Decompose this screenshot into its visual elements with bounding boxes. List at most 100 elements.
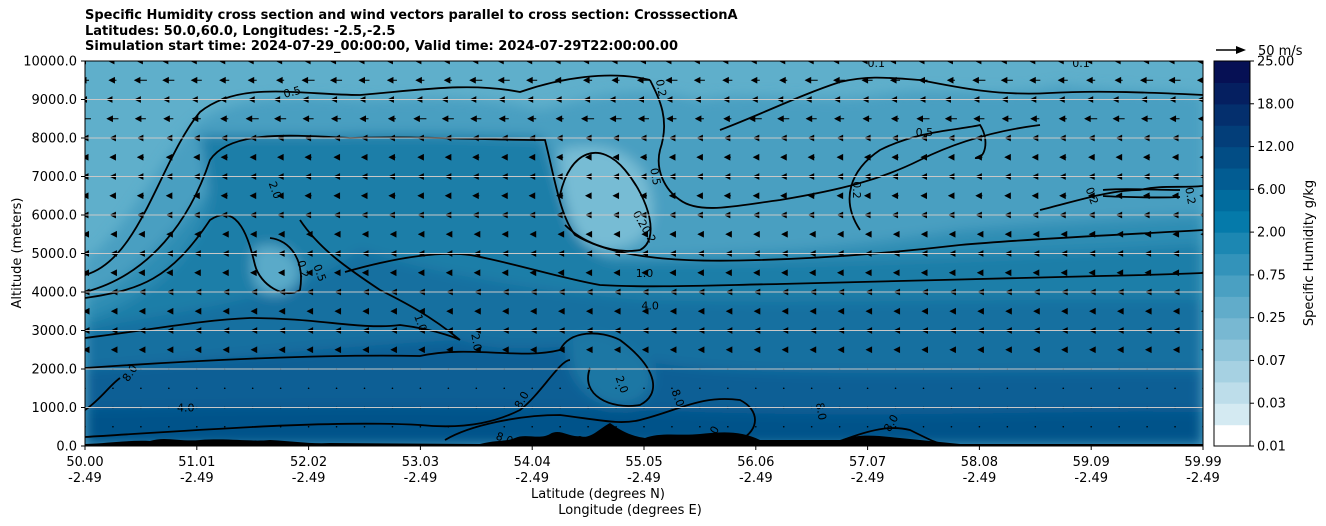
wind-vector: [138, 307, 146, 315]
wind-vector: [727, 387, 729, 390]
wind-vector: [807, 61, 816, 65]
x-tick-label-lat: 57.07: [849, 455, 886, 470]
wind-vector: [977, 346, 984, 354]
wind-vector: [301, 76, 315, 84]
wind-vector: [1061, 307, 1068, 315]
gridlines: [85, 99, 1203, 408]
wind-vector: [1005, 307, 1012, 315]
wind-vector: [976, 230, 984, 238]
wind-vector: [193, 153, 200, 161]
wind-vector: [699, 425, 701, 428]
wind-vector: [697, 307, 705, 315]
x-tick-label-lon: -2.49: [180, 471, 214, 486]
contour-label: 2.0: [266, 180, 284, 201]
wind-vector: [972, 76, 986, 84]
wind-vector: [275, 61, 285, 65]
colorbar-level: [1214, 296, 1250, 319]
wind-vector: [191, 115, 201, 123]
wind-vector: [920, 153, 927, 161]
wind-vector: [1172, 230, 1180, 238]
wind-vector: [526, 76, 538, 84]
wind-vector: [306, 346, 314, 354]
wind-vector: [1004, 192, 1011, 200]
wind-vector: [809, 230, 816, 238]
wind-vector: [1115, 192, 1123, 200]
wind-vector: [333, 269, 341, 277]
contour-line: [848, 123, 987, 231]
contour-label: 0.5: [916, 126, 934, 139]
wind-vector: [475, 425, 478, 428]
wind-vector: [278, 269, 285, 277]
wind-vector: [585, 153, 592, 161]
wind-vector: [418, 346, 425, 354]
contour-line: [344, 252, 1203, 288]
wind-vector: [559, 387, 561, 390]
y-tick-label: 4000.0: [32, 286, 78, 301]
wind-vector: [445, 230, 453, 238]
wind-vector: [837, 269, 844, 277]
wind-vector: [946, 76, 955, 84]
wind-vector: [502, 346, 509, 354]
contour-line: [85, 359, 571, 438]
wind-vector: [414, 61, 425, 65]
wind-vector: [306, 269, 313, 277]
wind-vector: [161, 61, 175, 65]
wind-vector: [1059, 153, 1067, 161]
x-tick-label-lat: 56.06: [737, 455, 774, 470]
wind-vector: [110, 269, 117, 277]
wind-vector: [639, 153, 647, 161]
wind-vector: [1143, 192, 1151, 200]
wind-vector: [306, 230, 313, 238]
wind-vector: [531, 387, 533, 390]
wind-vector: [918, 76, 928, 84]
wind-vector: [889, 61, 901, 65]
contour-label: 0.2: [653, 78, 669, 97]
x-tick-label-lon: -2.49: [1186, 471, 1220, 486]
wind-vector: [556, 192, 564, 200]
wind-vector: [140, 425, 142, 428]
wind-vector: [85, 307, 90, 315]
wind-vector: [671, 425, 673, 428]
wind-vector: [1088, 153, 1095, 161]
wind-vector: [697, 269, 704, 277]
wind-vector: [809, 269, 816, 277]
wind-vector: [330, 115, 342, 123]
wind-vector: [893, 307, 901, 315]
wind-vector: [978, 387, 981, 390]
wind-vector: [1168, 76, 1181, 84]
wind-vector: [665, 76, 678, 84]
wind-vector: [782, 387, 785, 390]
wind-vector: [949, 307, 956, 315]
wind-vector: [334, 346, 342, 354]
wind-vector: [753, 269, 760, 277]
wind-vector: [223, 425, 226, 428]
wind-vector: [219, 76, 230, 84]
wind-vector: [837, 307, 845, 315]
wind-vector: [861, 61, 874, 65]
x-tick-label-lon: -2.49: [68, 471, 102, 486]
x-tick-label-lat: 50.00: [66, 455, 103, 470]
wind-vector: [637, 115, 649, 123]
wind-vector: [474, 346, 481, 354]
wind-vector: [693, 76, 705, 84]
wind-vector: [920, 192, 927, 200]
wind-vector: [1031, 153, 1039, 161]
wind-vector: [1118, 425, 1120, 428]
wind-vector: [194, 269, 201, 277]
wind-vector: [837, 230, 844, 238]
wind-vector: [809, 346, 817, 354]
x-tick-label-lat: 59.09: [1073, 455, 1110, 470]
wind-vector: [501, 269, 509, 277]
wind-vector: [585, 192, 592, 200]
wind-vector: [669, 269, 676, 277]
wind-vector: [166, 230, 173, 238]
wind-vector: [587, 387, 589, 390]
wind-vector: [977, 307, 984, 315]
contour-label: 8.0: [669, 388, 687, 409]
wind-vector: [586, 346, 593, 354]
wind-vector: [218, 61, 230, 65]
wind-vector: [581, 115, 595, 123]
wind-vector: [473, 230, 481, 238]
wind-vector: [166, 269, 173, 277]
wind-vector: [891, 192, 899, 200]
